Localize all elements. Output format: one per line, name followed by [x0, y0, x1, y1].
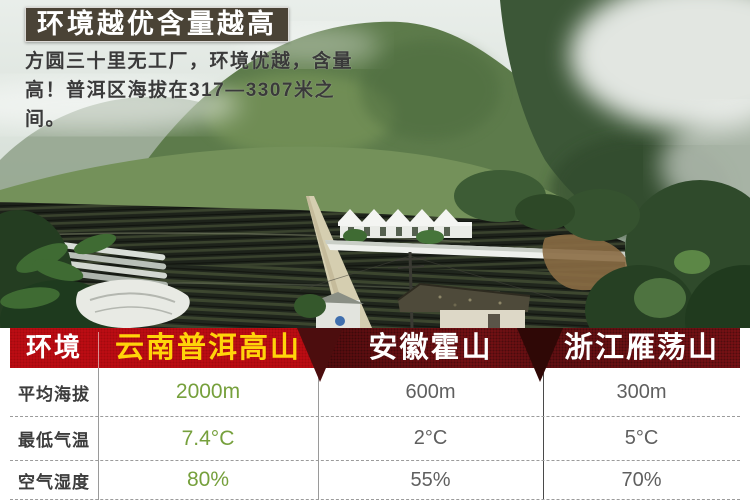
- column-header-anhui-huoshan: 安徽霍山: [368, 332, 493, 364]
- row-label: 空气湿度: [18, 472, 90, 492]
- intro-text: 方圆三十里无工厂，环境优越，含量 高！普洱区海拔在317—3307米之间。: [25, 47, 355, 134]
- table-header-row: 环境 云南普洱高山 安徽霍山 浙江雁荡山: [10, 328, 740, 382]
- header-divider-line: [98, 332, 99, 368]
- intro-line-1: 方圆三十里无工厂，环境优越，含量: [25, 51, 354, 72]
- value-anhui: 600m: [405, 380, 456, 403]
- header-red-band: [10, 328, 318, 368]
- value-zhejiang: 70%: [621, 468, 662, 491]
- table-body: 平均海拔 2000m 600m 300m 最低气温 7.4°C 2°C 5°C …: [10, 368, 740, 500]
- table-row-min-temperature: 最低气温 7.4°C 2°C 5°C: [10, 417, 740, 461]
- value-yunnan: 2000m: [175, 380, 241, 403]
- table-row-altitude: 平均海拔 2000m 600m 300m: [10, 368, 740, 417]
- value-zhejiang: 300m: [616, 380, 667, 403]
- column-divider: [543, 368, 544, 500]
- value-yunnan: 80%: [186, 468, 230, 491]
- headline-title: 环境越优含量越高: [37, 9, 277, 39]
- value-yunnan: 7.4°C: [181, 426, 235, 450]
- column-divider: [98, 368, 99, 500]
- value-zhejiang: 5°C: [624, 427, 659, 449]
- header-divider-triangle: [297, 328, 343, 382]
- row-label: 平均海拔: [18, 384, 90, 404]
- row-label: 最低气温: [18, 431, 90, 450]
- headline-banner: 环境越优含量越高: [25, 7, 289, 42]
- table-row-humidity: 空气湿度 80% 55% 70%: [10, 461, 740, 500]
- column-header-zhejiang-yandang: 浙江雁荡山: [563, 332, 719, 364]
- tea-plantation-photo: [0, 0, 750, 328]
- intro-line-2: 高！普洱区海拔在317—3307米之间。: [25, 80, 335, 130]
- header-divider-triangle: [517, 328, 563, 382]
- value-anhui: 55%: [410, 468, 451, 491]
- column-divider: [318, 368, 319, 500]
- value-anhui: 2°C: [413, 427, 448, 449]
- environment-comparison-table: 环境 云南普洱高山 安徽霍山 浙江雁荡山 平均海拔 2000m 600m 300…: [10, 328, 740, 500]
- column-header-yunnan-puer: 云南普洱高山: [114, 332, 301, 364]
- column-header-environment: 环境: [25, 333, 82, 362]
